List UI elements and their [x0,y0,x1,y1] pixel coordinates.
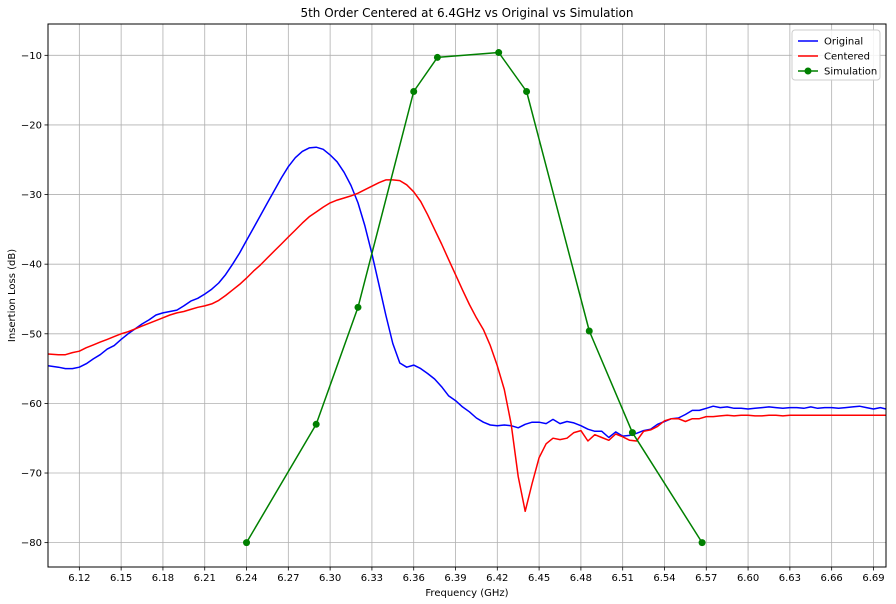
y-tick-label: −20 [21,120,42,131]
y-tick-label: −10 [21,51,42,62]
series-line-centered [48,179,886,513]
data-point-simulation [410,88,418,96]
chart-title: 5th Order Centered at 6.4GHz vs Original… [300,6,633,20]
data-point-simulation [312,420,320,428]
y-tick-label: −30 [21,190,42,201]
x-tick-label: 6.27 [277,573,299,584]
x-tick-label: 6.69 [862,573,884,584]
y-tick-label: −40 [21,260,42,271]
x-tick-label: 6.42 [486,573,508,584]
x-tick-label: 6.63 [779,573,801,584]
x-tick-label: 6.15 [110,573,132,584]
x-axis-label: Frequency (GHz) [425,588,508,599]
plot-frame [47,23,887,568]
data-point-simulation [495,49,503,57]
y-axis-label: Insertion Loss (dB) [7,249,18,342]
legend-label-centered: Centered [824,52,870,63]
x-tick-label: 6.36 [403,573,425,584]
x-tick-label: 6.24 [235,573,257,584]
legend: Original Centered Simulation [791,29,881,81]
series-line-simulation [245,51,703,544]
legend-label-original: Original [824,37,863,48]
x-tick-label: 6.51 [612,573,634,584]
y-tick-label: −50 [21,329,42,340]
legend-marker-simulation [804,67,812,75]
x-tick-label: 6.39 [444,573,466,584]
x-tick-label: 6.66 [821,573,843,584]
x-tick-label: 6.48 [570,573,592,584]
y-tick-label: −80 [21,538,42,549]
data-point-simulation [628,429,636,437]
x-tick-label: 6.33 [361,573,383,584]
y-tick-label: −60 [21,399,42,410]
data-point-simulation [585,327,593,335]
data-point-simulation [354,303,362,311]
x-axis: 6.12 6.15 6.18 6.21 6.24 6.27 6.30 6.33 6.36 6.39… [68,567,885,584]
series-line-original [48,146,886,439]
series-layer [48,49,886,547]
x-tick-label: 6.18 [152,573,174,584]
y-tick-label: −70 [21,469,42,480]
legend-label-simulation: Simulation [824,67,877,78]
x-tick-label: 6.30 [319,573,341,584]
data-point-simulation [243,539,251,547]
data-point-simulation [698,539,706,547]
x-tick-label: 6.12 [68,573,90,584]
x-tick-label: 6.21 [194,573,216,584]
x-tick-label: 6.54 [653,573,675,584]
y-axis: −80 −70 −60 −50 −40 −30 −20 −10 [21,51,48,549]
grid [48,24,886,567]
legend-box [791,29,881,81]
x-tick-label: 6.60 [737,573,759,584]
data-point-simulation [433,53,441,61]
x-tick-label: 6.57 [695,573,717,584]
x-tick-label: 6.45 [528,573,550,584]
data-point-simulation [523,88,531,96]
